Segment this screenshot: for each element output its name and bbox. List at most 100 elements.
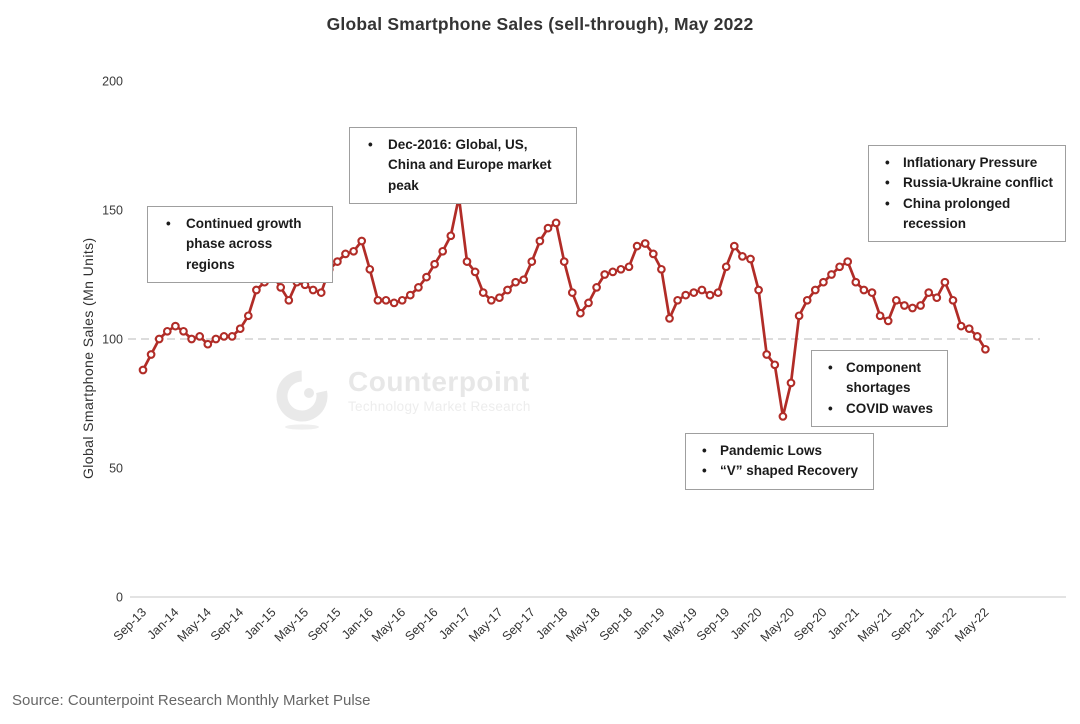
data-point-marker bbox=[511, 277, 520, 287]
data-point-marker bbox=[705, 290, 715, 300]
data-point-marker bbox=[576, 308, 585, 318]
data-point-marker bbox=[729, 241, 739, 251]
data-point-marker bbox=[162, 326, 172, 336]
x-tick-label: Sep-13 bbox=[111, 605, 149, 643]
data-point-marker bbox=[632, 241, 642, 251]
data-point-marker bbox=[940, 277, 950, 287]
data-point-marker bbox=[227, 332, 237, 341]
data-point-marker bbox=[851, 277, 861, 287]
data-point-marker bbox=[608, 267, 618, 277]
x-tick-label: May-21 bbox=[855, 605, 894, 644]
data-point-marker bbox=[867, 288, 877, 297]
data-point-marker bbox=[341, 249, 350, 259]
data-point-marker bbox=[681, 290, 691, 300]
data-point-marker bbox=[187, 334, 196, 344]
data-point-marker bbox=[470, 267, 480, 277]
data-point-marker bbox=[746, 254, 755, 264]
data-point-marker bbox=[883, 316, 893, 326]
annotation-component-shortages: Component shortages COVID waves bbox=[811, 350, 948, 427]
data-point-marker bbox=[179, 326, 188, 336]
data-point-marker bbox=[414, 283, 423, 292]
x-tick-label: Sep-17 bbox=[500, 605, 538, 643]
y-tick-label: 200 bbox=[102, 75, 123, 89]
data-point-marker bbox=[810, 285, 820, 295]
data-point-marker bbox=[908, 303, 917, 313]
x-tick-label: Sep-14 bbox=[208, 605, 246, 643]
x-tick-label: May-17 bbox=[466, 605, 505, 644]
data-point-marker bbox=[640, 239, 650, 248]
data-point-marker bbox=[154, 334, 164, 344]
data-point-marker bbox=[381, 295, 391, 305]
data-point-marker bbox=[786, 378, 796, 388]
x-tick-label: Sep-16 bbox=[402, 605, 440, 643]
data-point-marker bbox=[770, 360, 780, 370]
x-tick-label: May-16 bbox=[369, 605, 408, 644]
data-point-marker bbox=[551, 218, 561, 228]
data-point-marker bbox=[624, 262, 634, 272]
data-point-marker bbox=[243, 311, 253, 321]
x-tick-label: May-18 bbox=[563, 605, 602, 644]
x-tick-label: Sep-21 bbox=[888, 605, 926, 643]
data-point-marker bbox=[972, 332, 982, 341]
data-point-marker bbox=[964, 324, 974, 334]
data-point-marker bbox=[535, 236, 545, 246]
data-point-marker bbox=[146, 350, 156, 359]
data-point-marker bbox=[357, 236, 367, 246]
data-point-marker bbox=[835, 262, 844, 272]
data-point-marker bbox=[567, 288, 577, 297]
data-point-marker bbox=[422, 272, 431, 282]
data-point-marker bbox=[891, 295, 901, 305]
data-point-marker bbox=[211, 334, 221, 344]
data-point-marker bbox=[875, 311, 885, 321]
data-point-marker bbox=[349, 246, 358, 256]
data-point-marker bbox=[235, 324, 245, 334]
chart-title: Global Smartphone Sales (sell-through), … bbox=[326, 14, 754, 34]
annotation-item: Component shortages bbox=[820, 358, 937, 399]
data-point-marker bbox=[138, 365, 148, 375]
data-point-marker bbox=[486, 295, 496, 305]
data-point-marker bbox=[665, 314, 674, 323]
data-point-marker bbox=[721, 262, 731, 272]
data-point-marker bbox=[778, 412, 788, 421]
data-point-marker bbox=[956, 321, 966, 331]
y-tick-label: 100 bbox=[102, 333, 123, 347]
data-point-marker bbox=[495, 293, 504, 303]
data-point-marker bbox=[503, 285, 512, 295]
data-point-marker bbox=[584, 298, 593, 308]
annotation-item: Russia-Ukraine conflict bbox=[877, 173, 1055, 194]
y-tick-label: 150 bbox=[102, 204, 123, 218]
data-point-marker bbox=[252, 285, 261, 295]
x-tick-label: Sep-19 bbox=[694, 605, 732, 643]
data-point-marker bbox=[819, 277, 828, 287]
annotation-item: Dec-2016: Global, US, China and Europe m… bbox=[358, 135, 566, 196]
x-tick-label: May-19 bbox=[661, 605, 700, 644]
data-point-marker bbox=[462, 257, 472, 266]
y-tick-label: 0 bbox=[116, 591, 123, 605]
data-point-marker bbox=[924, 288, 934, 297]
source-note: Source: Counterpoint Research Monthly Ma… bbox=[12, 692, 371, 709]
annotation-dec-2016-peak: Dec-2016: Global, US, China and Europe m… bbox=[349, 127, 577, 204]
data-point-marker bbox=[762, 350, 772, 359]
data-point-marker bbox=[195, 332, 205, 341]
annotation-pandemic-lows: Pandemic Lows “V” shaped Recovery bbox=[685, 433, 874, 490]
data-point-marker bbox=[916, 301, 925, 310]
data-point-marker bbox=[713, 288, 723, 297]
x-tick-label: May-22 bbox=[952, 605, 991, 644]
annotation-inflationary-pressure: Inflationary Pressure Russia-Ukraine con… bbox=[868, 145, 1066, 242]
x-tick-label: Sep-15 bbox=[305, 605, 343, 643]
data-point-marker bbox=[397, 295, 407, 305]
annotation-item: China prolonged recession bbox=[877, 194, 1055, 235]
annotation-item: Continued growth phase across regions bbox=[156, 214, 322, 275]
annotation-item: Inflationary Pressure bbox=[877, 153, 1055, 174]
annotation-continued-growth: Continued growth phase across regions bbox=[147, 206, 333, 283]
data-point-marker bbox=[308, 285, 318, 295]
data-point-marker bbox=[203, 339, 213, 349]
annotation-item: “V” shaped Recovery bbox=[694, 461, 863, 482]
data-point-marker bbox=[948, 295, 958, 305]
x-tick-label: May-15 bbox=[272, 605, 311, 644]
data-point-marker bbox=[333, 257, 342, 266]
data-point-marker bbox=[405, 290, 415, 300]
data-point-marker bbox=[932, 293, 942, 303]
